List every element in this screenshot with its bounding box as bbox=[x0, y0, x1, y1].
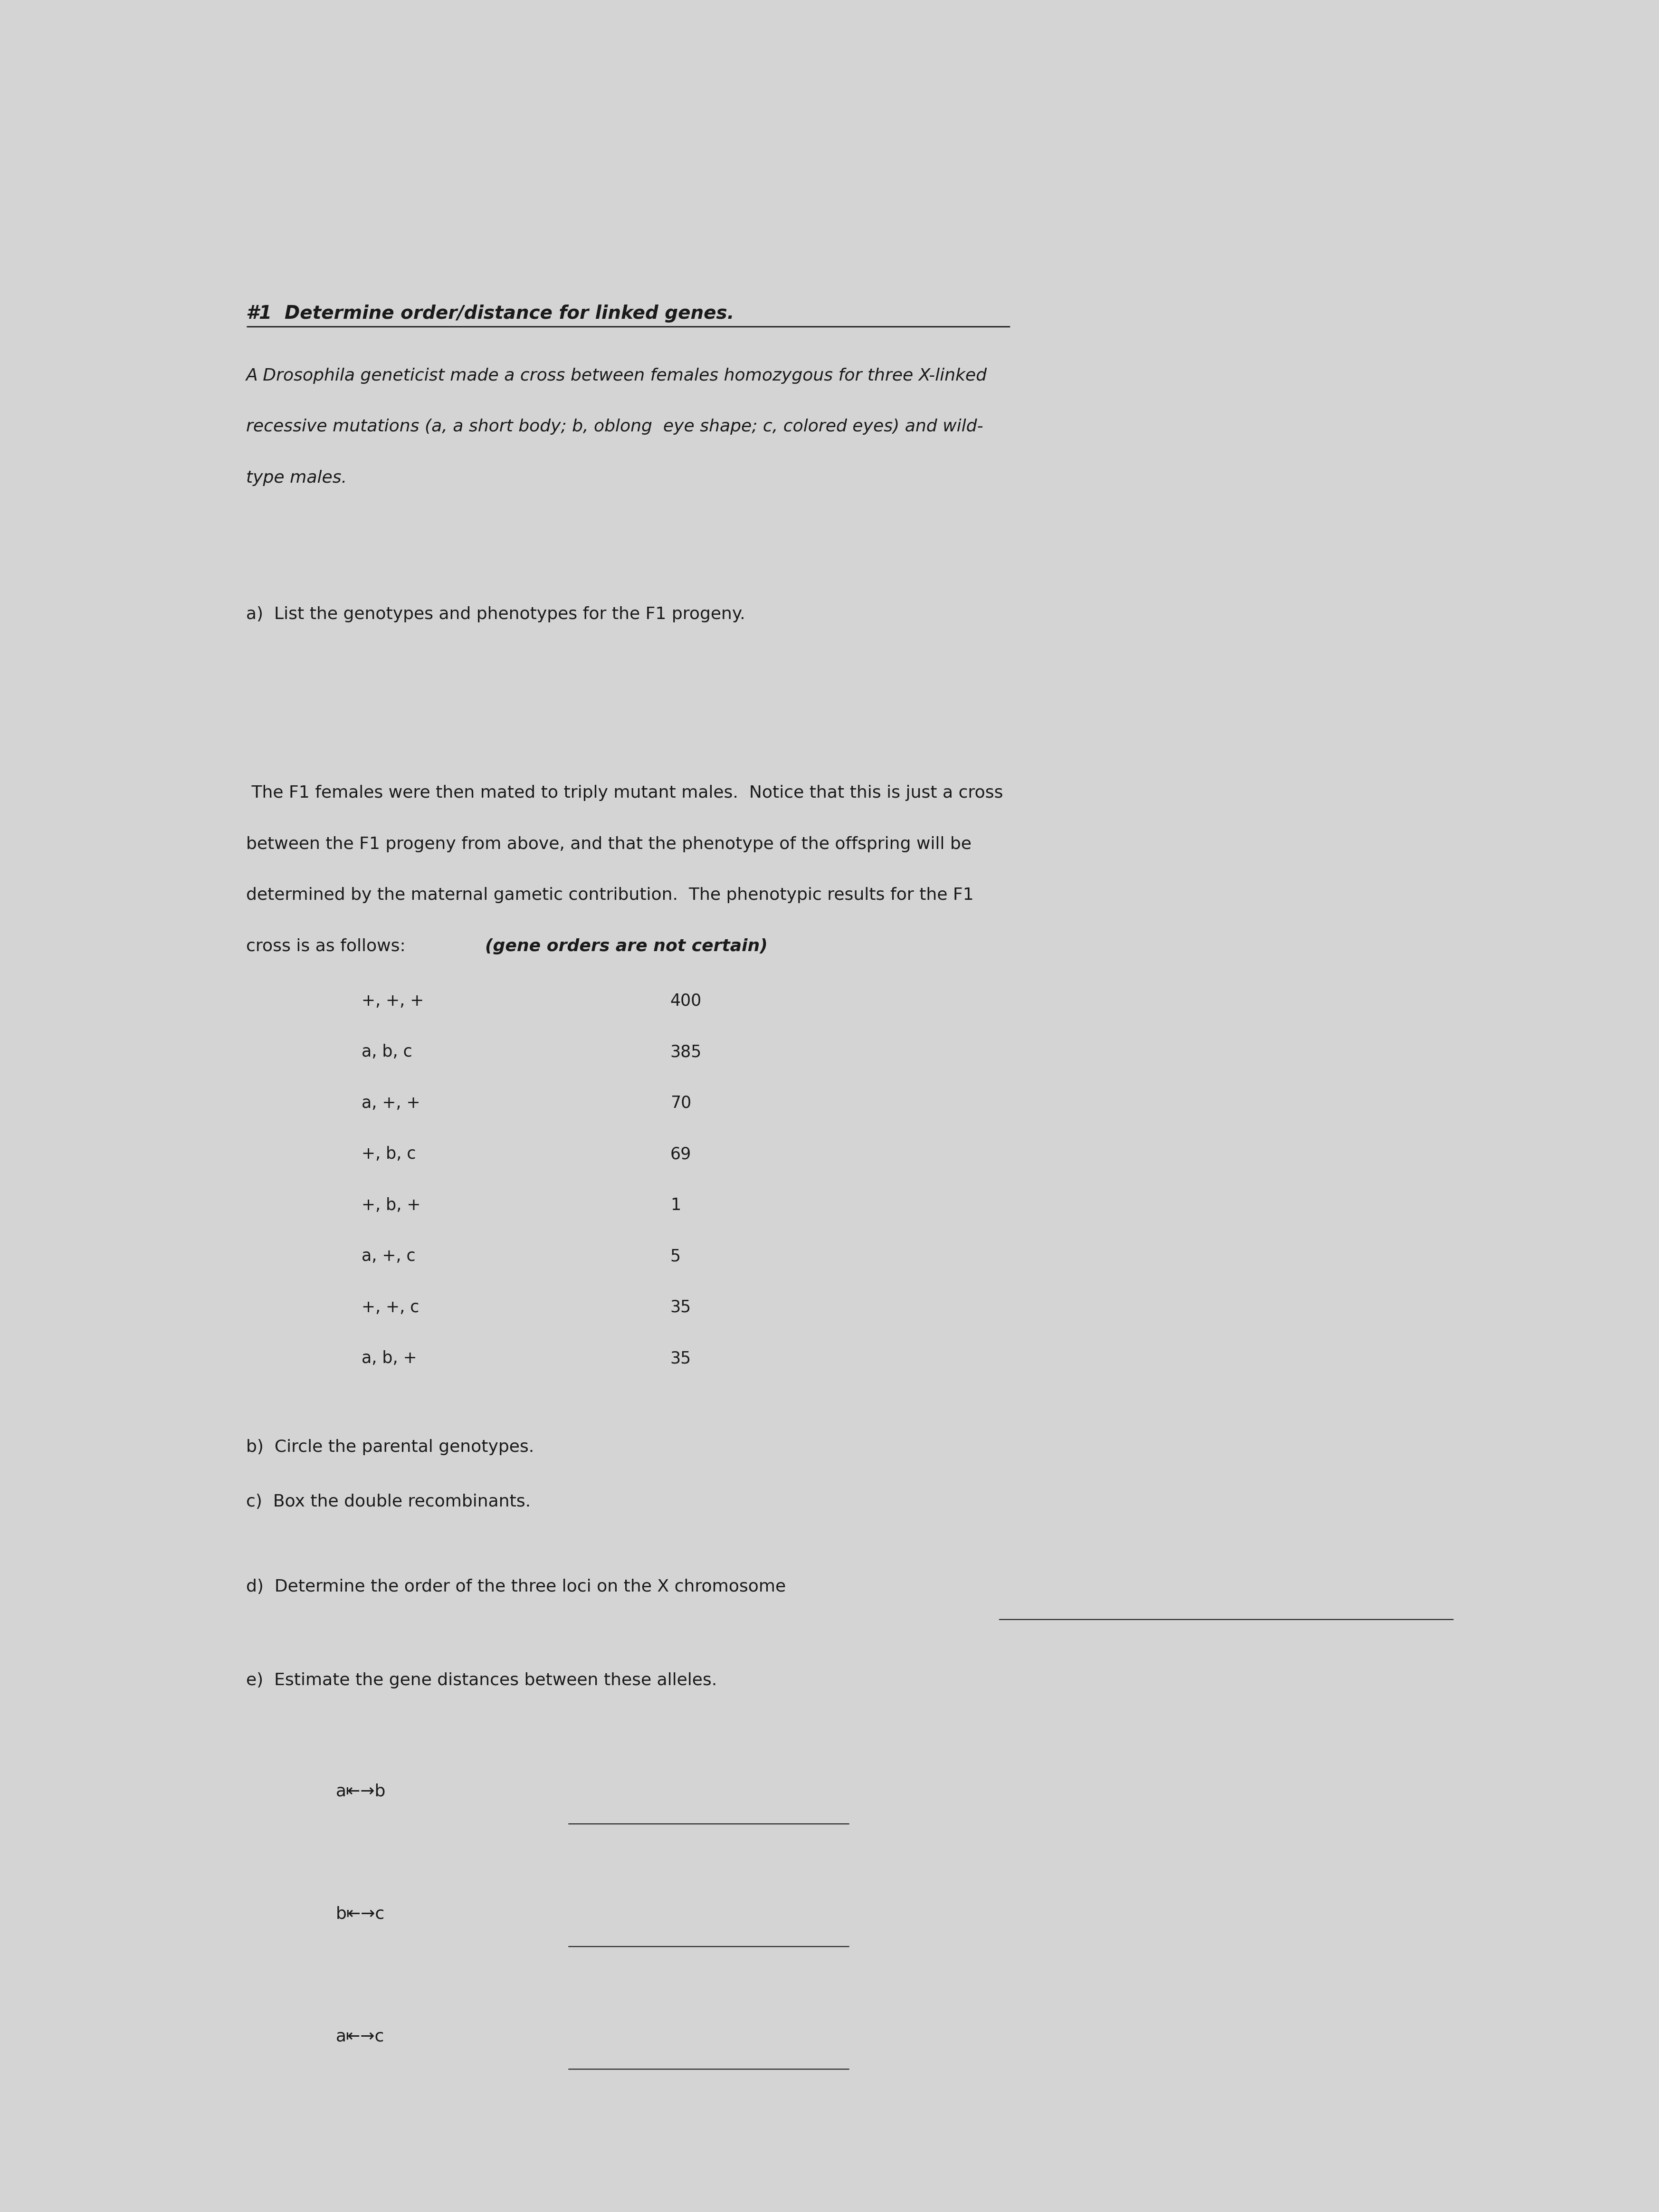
Text: b⇤→c: b⇤→c bbox=[337, 1907, 385, 1922]
Text: c)  Box the double recombinants.: c) Box the double recombinants. bbox=[246, 1493, 531, 1509]
Text: 70: 70 bbox=[670, 1095, 692, 1110]
Text: +, b, c: +, b, c bbox=[362, 1146, 416, 1161]
Text: a, +, +: a, +, + bbox=[362, 1095, 420, 1110]
Text: a, +, c: a, +, c bbox=[362, 1248, 416, 1265]
Text: b)  Circle the parental genotypes.: b) Circle the parental genotypes. bbox=[246, 1440, 534, 1455]
Text: d)  Determine the order of the three loci on the X chromosome: d) Determine the order of the three loci… bbox=[246, 1579, 786, 1595]
Text: a, b, +: a, b, + bbox=[362, 1349, 416, 1367]
Text: a⇤→c: a⇤→c bbox=[337, 2028, 385, 2044]
Text: 5: 5 bbox=[670, 1248, 680, 1265]
Text: e)  Estimate the gene distances between these alleles.: e) Estimate the gene distances between t… bbox=[246, 1672, 717, 1688]
Text: +, +, +: +, +, + bbox=[362, 993, 425, 1009]
Text: 69: 69 bbox=[670, 1146, 692, 1161]
Text: 35: 35 bbox=[670, 1349, 692, 1367]
Text: #1  Determine order/distance for linked genes.: #1 Determine order/distance for linked g… bbox=[246, 305, 733, 323]
Text: a)  List the genotypes and phenotypes for the F1 progeny.: a) List the genotypes and phenotypes for… bbox=[246, 606, 745, 622]
Text: +, b, +: +, b, + bbox=[362, 1197, 421, 1212]
Text: between the F1 progeny from above, and that the phenotype of the offspring will : between the F1 progeny from above, and t… bbox=[246, 836, 971, 852]
Text: The F1 females were then mated to triply mutant males.  Notice that this is just: The F1 females were then mated to triply… bbox=[246, 785, 1004, 801]
Text: cross is as follows:: cross is as follows: bbox=[246, 938, 416, 953]
Text: 1: 1 bbox=[670, 1197, 680, 1212]
Text: 35: 35 bbox=[670, 1298, 692, 1316]
Text: 385: 385 bbox=[670, 1044, 702, 1060]
Text: determined by the maternal gametic contribution.  The phenotypic results for the: determined by the maternal gametic contr… bbox=[246, 887, 974, 902]
Text: recessive mutations (a, a short body; b, oblong  eye shape; c, colored eyes) and: recessive mutations (a, a short body; b,… bbox=[246, 418, 984, 436]
Text: type males.: type males. bbox=[246, 469, 347, 487]
Text: +, +, c: +, +, c bbox=[362, 1298, 420, 1316]
Text: a, b, c: a, b, c bbox=[362, 1044, 413, 1060]
Text: a⇤→b: a⇤→b bbox=[337, 1783, 387, 1798]
Text: (gene orders are not certain): (gene orders are not certain) bbox=[484, 938, 768, 953]
Text: A Drosophila geneticist made a cross between females homozygous for three X-link: A Drosophila geneticist made a cross bet… bbox=[246, 367, 987, 385]
Text: 400: 400 bbox=[670, 993, 702, 1009]
